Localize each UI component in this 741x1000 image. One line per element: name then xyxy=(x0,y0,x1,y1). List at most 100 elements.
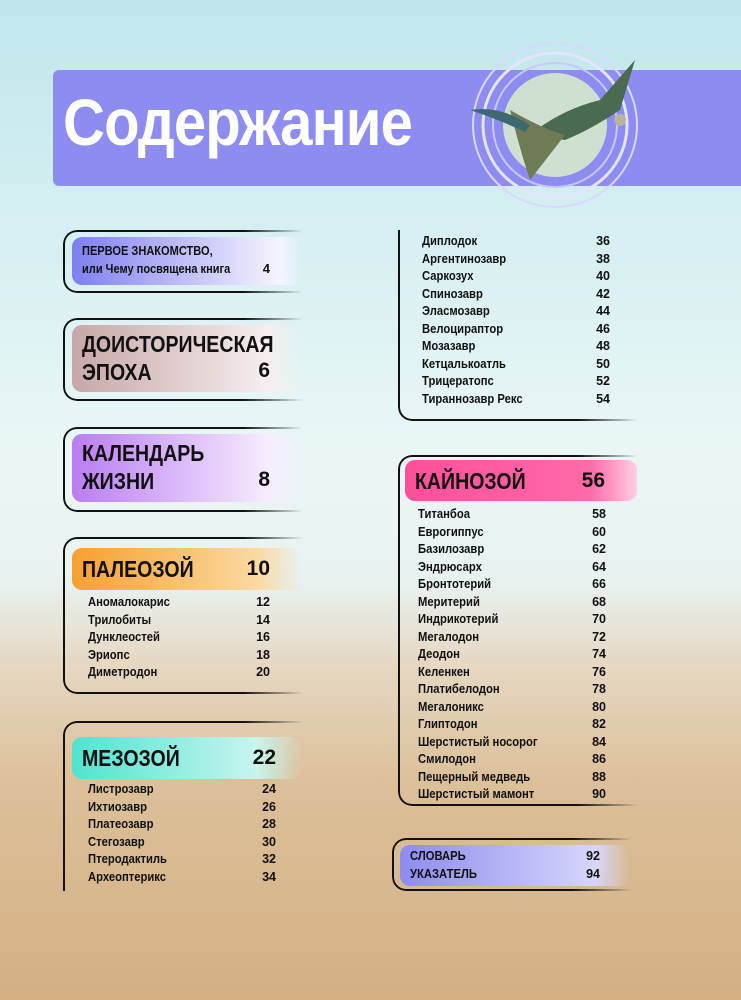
page-number: 48 xyxy=(596,339,610,353)
page-number: 74 xyxy=(592,647,606,661)
page-number: 76 xyxy=(592,664,606,679)
toc-item[interactable]: Тираннозавр Рекс 54 xyxy=(422,392,610,410)
item-title: Трицератопс xyxy=(422,374,494,388)
toc-item[interactable]: Кетцалькоатль 50 xyxy=(422,357,610,375)
page-number: 36 xyxy=(596,234,610,248)
toc-item[interactable]: Платеозавр 28 xyxy=(88,817,276,835)
toc-item[interactable]: Мегалодон 72 xyxy=(418,630,606,648)
page-title: Содержание xyxy=(63,85,413,159)
toc-item[interactable]: Шерстистый носорог 84 xyxy=(418,735,606,753)
archaeopteryx-illustration xyxy=(470,42,638,208)
toc-item[interactable]: Меритерий 68 xyxy=(418,595,606,613)
entry-title: ПЕРВОЕ ЗНАКОМСТВО, xyxy=(82,243,213,258)
toc-item[interactable]: Диплодок 36 xyxy=(422,234,610,252)
toc-item[interactable]: Индрикотерий 70 xyxy=(418,612,606,630)
item-title: Листрозавр xyxy=(88,782,154,796)
item-title: Мегалодон xyxy=(418,629,480,644)
item-title: УКАЗАТЕЛЬ xyxy=(410,866,477,881)
section-box-intro xyxy=(63,230,303,293)
toc-item[interactable]: Археоптерикс 34 xyxy=(88,870,276,888)
item-title: Кетцалькоатль xyxy=(422,356,506,371)
item-title: Бронтотерий xyxy=(418,577,492,591)
toc-item[interactable]: Дунклеостей 16 xyxy=(88,630,270,648)
entry-title: ДОИСТОРИЧЕСКАЯ xyxy=(82,331,274,357)
page-number: 80 xyxy=(592,699,606,714)
mesozoic-list-continued: Диплодок 36 Аргентинозавр 38 Саркозух 40 Спино… xyxy=(422,234,610,409)
toc-item[interactable]: Келенкен 76 xyxy=(418,665,606,683)
item-title: Платеозавр xyxy=(88,817,154,831)
toc-item[interactable]: Титанбоа 58 xyxy=(418,507,606,525)
item-title: Базилозавр xyxy=(418,542,485,556)
item-title: Диметродон xyxy=(88,665,158,679)
page-number: 78 xyxy=(592,682,606,696)
toc-item[interactable]: Трицератопс 52 xyxy=(422,374,610,392)
toc-item[interactable]: Стегозавр 30 xyxy=(88,835,276,853)
item-title: Меритерий xyxy=(418,594,480,609)
toc-item[interactable]: Спинозавр 42 xyxy=(422,287,610,305)
toc-item[interactable]: Деодон 74 xyxy=(418,647,606,665)
toc-item[interactable]: Глиптодон 82 xyxy=(418,717,606,735)
toc-item[interactable]: Велоцираптор 46 xyxy=(422,322,610,340)
section-box-prehistoric xyxy=(63,318,303,401)
item-title: Стегозавр xyxy=(88,834,145,849)
toc-item[interactable]: Эласмозавр 44 xyxy=(422,304,610,322)
toc-item[interactable]: Трилобиты 14 xyxy=(88,613,270,631)
toc-item[interactable]: Платибелодон 78 xyxy=(418,682,606,700)
page-number: 6 xyxy=(258,359,270,382)
section-box-back xyxy=(392,838,632,891)
section-box-mesozoic-continued xyxy=(398,230,638,421)
page-number: 18 xyxy=(256,647,270,662)
toc-item[interactable]: Базилозавр 62 xyxy=(418,542,606,560)
entry-title: МЕЗОЗОЙ xyxy=(82,745,180,771)
item-title: Мозазавр xyxy=(422,339,476,353)
toc-entry-intro[interactable]: ПЕРВОЕ ЗНАКОМСТВО, или Чему посвящена кн… xyxy=(72,237,302,285)
toc-item[interactable]: Аргентинозавр 38 xyxy=(422,252,610,270)
entry-title-line2: ЖИЗНИ xyxy=(82,468,155,494)
toc-entry-calendar[interactable]: КАЛЕНДАРЬ ЖИЗНИ 8 xyxy=(72,434,302,502)
page-number: 72 xyxy=(592,629,606,644)
item-title: Деодон xyxy=(418,647,460,661)
entry-title: ПАЛЕОЗОЙ xyxy=(82,556,194,582)
toc-entry-prehistoric[interactable]: ДОИСТОРИЧЕСКАЯ ЭПОХА 6 xyxy=(72,325,302,392)
item-title: Археоптерикс xyxy=(88,869,167,884)
toc-item[interactable]: Листрозавр 24 xyxy=(88,782,276,800)
page-number: 86 xyxy=(592,752,606,766)
toc-item[interactable]: Пещерный медведь 88 xyxy=(418,770,606,788)
item-title: Еврогиппус xyxy=(418,524,484,539)
toc-item[interactable]: Шерстистый мамонт 90 xyxy=(418,787,606,805)
entry-title-line2: ЭПОХА xyxy=(82,359,152,385)
section-box-mesozoic xyxy=(63,721,303,891)
page-number: 46 xyxy=(596,321,610,336)
item-title: Велоцираптор xyxy=(422,321,504,336)
item-title: Эндрюсарх xyxy=(418,559,482,574)
item-title: Тираннозавр Рекс xyxy=(422,391,523,406)
page-number: 42 xyxy=(596,286,610,301)
page-number: 92 xyxy=(586,849,600,863)
item-title: Птеродактиль xyxy=(88,852,167,866)
toc-entry-cenozoic[interactable]: КАЙНОЗОЙ 56 xyxy=(405,460,637,501)
page-number: 94 xyxy=(586,866,600,881)
toc-item[interactable]: Птеродактиль 32 xyxy=(88,852,276,870)
toc-item[interactable]: Диметродон 20 xyxy=(88,665,270,683)
toc-item[interactable]: УКАЗАТЕЛЬ 94 xyxy=(410,867,600,885)
item-title: Мегалоникс xyxy=(418,699,484,714)
toc-item[interactable]: Эриопс 18 xyxy=(88,648,270,666)
page-number: 40 xyxy=(596,269,610,283)
toc-item[interactable]: Бронтотерий 66 xyxy=(418,577,606,595)
toc-item[interactable]: СЛОВАРЬ 92 xyxy=(410,849,600,867)
toc-item[interactable]: Еврогиппус 60 xyxy=(418,525,606,543)
page-number: 24 xyxy=(262,782,276,796)
toc-item[interactable]: Ихтиозавр 26 xyxy=(88,800,276,818)
item-title: Эласмозавр xyxy=(422,304,490,318)
page-number: 14 xyxy=(256,612,270,627)
toc-entry-mesozoic[interactable]: МЕЗОЗОЙ 22 xyxy=(72,737,302,779)
toc-item[interactable]: Смилодон 86 xyxy=(418,752,606,770)
toc-item[interactable]: Мегалоникс 80 xyxy=(418,700,606,718)
toc-item[interactable]: Аномалокарис 12 xyxy=(88,595,270,613)
page-number: 62 xyxy=(592,542,606,556)
page-number: 52 xyxy=(596,374,610,388)
toc-item[interactable]: Эндрюсарх 64 xyxy=(418,560,606,578)
toc-item[interactable]: Саркозух 40 xyxy=(422,269,610,287)
toc-entry-paleozoic[interactable]: ПАЛЕОЗОЙ 10 xyxy=(72,548,302,590)
toc-item[interactable]: Мозазавр 48 xyxy=(422,339,610,357)
